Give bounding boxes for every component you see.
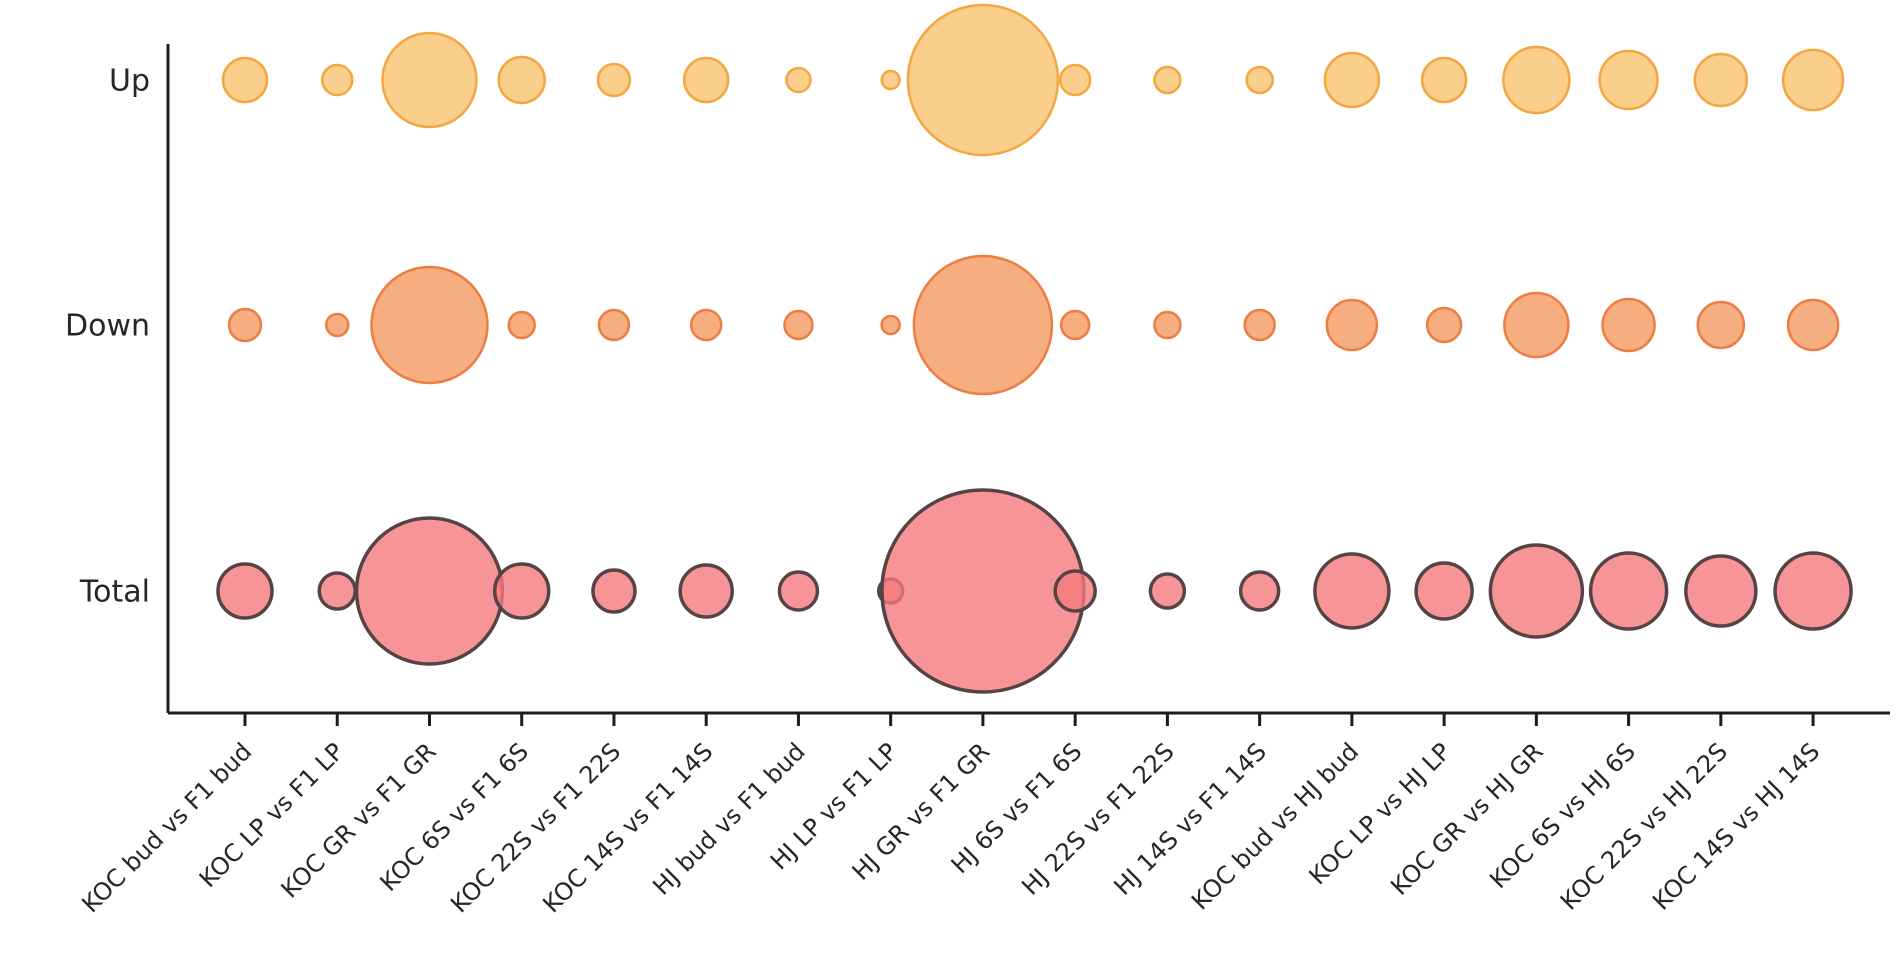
bubble-down-13: [1325, 298, 1379, 352]
x-tick-label-7: HJ bud vs F1 bud: [647, 737, 810, 900]
bubble-up-7: [785, 66, 812, 94]
bubble-down-4: [507, 310, 536, 340]
bubble-total-14: [1414, 561, 1474, 621]
y-tick-label-total: Total: [79, 575, 150, 610]
bubble-total-4: [492, 562, 551, 620]
bubble-down-1: [227, 307, 263, 343]
y-tick-label-down: Down: [65, 309, 150, 344]
bubble-down-18: [1786, 298, 1840, 352]
bubble-total-15: [1488, 543, 1585, 639]
bubble-total-16: [1588, 551, 1669, 631]
x-tick-label-17: KOC 22S vs HJ 22S: [1555, 737, 1733, 915]
bubble-total-17: [1684, 554, 1758, 628]
bubble-total-12: [1238, 570, 1281, 612]
bubble-down-3: [370, 265, 489, 385]
bubble-up-9: [906, 3, 1060, 157]
bubble-total-7: [777, 570, 820, 612]
y-tick-label-up: Up: [109, 64, 150, 99]
bubble-up-1: [221, 56, 269, 104]
x-tick-label-15: KOC GR vs HJ GR: [1385, 737, 1548, 900]
bubble-up-14: [1420, 56, 1468, 104]
bubble-up-18: [1781, 48, 1845, 112]
bubble-up-10: [1058, 63, 1092, 97]
bubble-total-18: [1773, 551, 1853, 631]
x-tick-label-5: KOC 22S vs F1 22S: [445, 737, 626, 918]
bubble-total-10: [1053, 569, 1097, 613]
bubble-down-10: [1059, 309, 1091, 341]
x-tick-label-6: KOC 14S vs F1 14S: [537, 737, 718, 918]
x-tick-label-13: KOC bud vs HJ bud: [1186, 737, 1364, 915]
bubble-up-2: [320, 63, 354, 97]
bubble-up-15: [1502, 45, 1571, 115]
bubble-down-2: [324, 312, 350, 338]
bubble-down-5: [597, 308, 631, 342]
bubble-up-13: [1323, 51, 1381, 109]
bubble-up-4: [497, 55, 546, 105]
bubble-down-9: [912, 254, 1054, 396]
bubble-up-16: [1598, 49, 1659, 111]
bubble-total-3: [354, 516, 505, 666]
bubble-up-17: [1693, 52, 1749, 108]
bubble-total-1: [216, 562, 274, 620]
bubble-down-12: [1243, 308, 1276, 342]
bubble-up-12: [1245, 65, 1274, 95]
bubble-down-6: [689, 308, 723, 342]
bubble-total-11: [1148, 572, 1187, 610]
bubble-down-7: [783, 309, 814, 341]
bubble-up-6: [682, 56, 730, 104]
bubble-down-14: [1425, 306, 1463, 344]
bubble-up-5: [596, 62, 632, 98]
bubble-down-15: [1503, 291, 1570, 359]
bubble-total-5: [591, 568, 637, 614]
x-tick-label-1: KOC bud vs F1 bud: [76, 737, 257, 918]
bubble-total-6: [678, 563, 734, 619]
bubble-total-2: [317, 571, 357, 611]
bubble-total-13: [1313, 552, 1391, 630]
x-tick-label-3: KOC GR vs F1 GR: [276, 737, 442, 903]
x-tick-label-18: KOC 14S vs HJ 14S: [1647, 737, 1825, 915]
bubble-up-3: [381, 31, 478, 129]
bubble-down-11: [1153, 310, 1182, 340]
bubble-down-16: [1601, 297, 1656, 353]
bubble-down-8: [880, 314, 901, 336]
bubble-up-11: [1153, 65, 1182, 95]
x-tick-label-11: HJ 22S vs F1 22S: [1016, 737, 1179, 900]
x-tick-label-12: HJ 14S vs F1 14S: [1109, 737, 1272, 900]
bubble-up-8: [880, 69, 901, 91]
bubble-down-17: [1696, 300, 1746, 350]
